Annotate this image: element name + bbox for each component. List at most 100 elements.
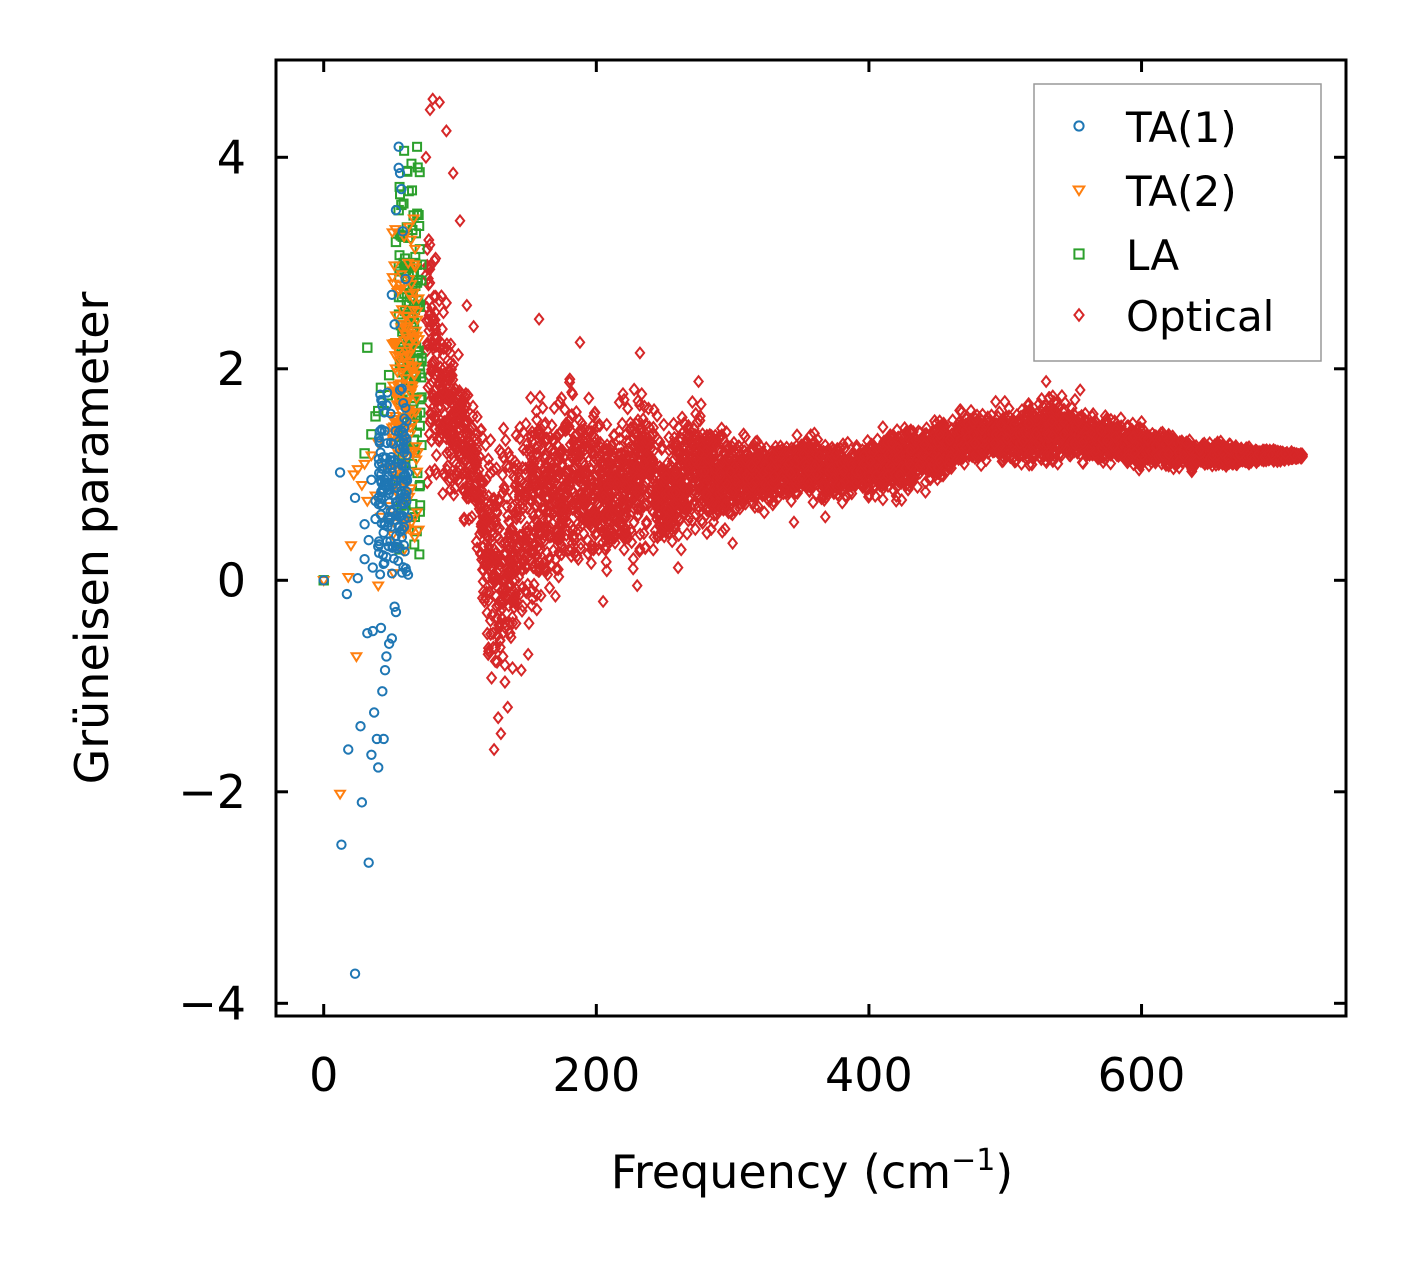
optical-point	[564, 372, 576, 387]
optical-point	[635, 420, 647, 435]
optical-point	[566, 530, 579, 545]
optical-point	[637, 499, 649, 515]
optical-point	[728, 435, 740, 450]
optical-point	[605, 474, 618, 489]
optical-point	[1054, 447, 1066, 462]
optical-point	[614, 464, 626, 479]
optical-point	[554, 395, 566, 410]
optical-point	[1069, 392, 1081, 407]
optical-point	[976, 444, 988, 459]
optical-point	[444, 355, 457, 371]
optical-point	[519, 485, 531, 500]
optical-point	[623, 435, 635, 450]
optical-point	[509, 595, 521, 611]
optical-point	[1058, 410, 1070, 425]
optical-point	[694, 409, 706, 424]
optical-point	[639, 541, 651, 556]
optical-point	[601, 563, 613, 578]
optical-point	[918, 437, 931, 452]
optical-point	[436, 322, 448, 337]
optical-point	[560, 489, 572, 504]
optical-point	[904, 443, 917, 458]
optical-point	[593, 417, 606, 432]
optical-point	[552, 562, 564, 577]
optical-point	[510, 616, 522, 631]
optical-point	[577, 526, 590, 541]
optical-point	[512, 560, 524, 575]
optical-point	[664, 480, 676, 495]
optical-point	[453, 383, 466, 399]
optical-point	[535, 588, 547, 603]
optical-point	[433, 417, 446, 432]
optical-point	[448, 419, 461, 434]
optical-point	[864, 454, 877, 469]
optical-point	[537, 400, 549, 415]
optical-point	[498, 595, 510, 610]
optical-point	[648, 529, 660, 545]
optical-point	[878, 434, 890, 449]
optical-point	[1033, 396, 1045, 411]
optical-point	[461, 440, 473, 455]
optical-point	[568, 429, 581, 444]
optical-point	[678, 501, 690, 516]
optical-point	[525, 456, 537, 472]
optical-point	[497, 574, 510, 589]
optical-point	[530, 500, 542, 515]
optical-point	[458, 456, 470, 471]
optical-point	[427, 312, 439, 328]
optical-point	[566, 407, 578, 422]
optical-point	[539, 416, 552, 431]
optical-point	[628, 382, 640, 397]
optical-point	[896, 429, 908, 445]
optical-point	[768, 494, 780, 509]
optical-point	[969, 411, 982, 426]
optical-point	[534, 389, 546, 405]
optical-point	[1014, 436, 1026, 451]
optical-point	[749, 499, 761, 515]
optical-point	[854, 465, 867, 480]
optical-point	[913, 458, 926, 473]
optical-point	[904, 457, 916, 472]
optical-point	[595, 477, 608, 492]
optical-point	[825, 461, 838, 477]
optical-point	[969, 436, 981, 451]
optical-point	[514, 481, 526, 496]
optical-point	[888, 483, 900, 498]
optical-point	[510, 511, 523, 526]
optical-point	[499, 674, 511, 690]
optical-point	[583, 516, 595, 531]
optical-point	[439, 407, 451, 422]
optical-point	[493, 549, 506, 564]
optical-point	[550, 484, 562, 499]
optical-point	[1053, 417, 1066, 433]
optical-point	[562, 480, 574, 495]
optical-point	[936, 417, 948, 432]
optical-point	[495, 534, 508, 550]
optical-point	[768, 469, 780, 484]
optical-point	[498, 479, 510, 495]
optical-point	[587, 542, 600, 557]
optical-point	[550, 464, 562, 479]
optical-point	[932, 443, 944, 458]
optical-point	[493, 621, 505, 636]
optical-point	[1026, 457, 1038, 472]
optical-point	[582, 492, 594, 507]
optical-point	[613, 395, 626, 410]
optical-point	[882, 468, 894, 483]
optical-point	[730, 501, 742, 517]
optical-point	[481, 534, 494, 549]
optical-point	[613, 431, 626, 446]
optical-point	[622, 494, 634, 510]
optical-point	[464, 423, 476, 438]
optical-point	[449, 481, 461, 496]
optical-point	[451, 468, 463, 484]
optical-point	[850, 441, 863, 456]
optical-point	[837, 463, 850, 478]
optical-point	[543, 580, 556, 595]
optical-point	[686, 394, 699, 410]
optical-point	[1045, 448, 1057, 464]
optical-point	[531, 469, 544, 485]
optical-point	[701, 526, 713, 541]
optical-point	[514, 473, 527, 488]
optical-point	[617, 493, 629, 508]
